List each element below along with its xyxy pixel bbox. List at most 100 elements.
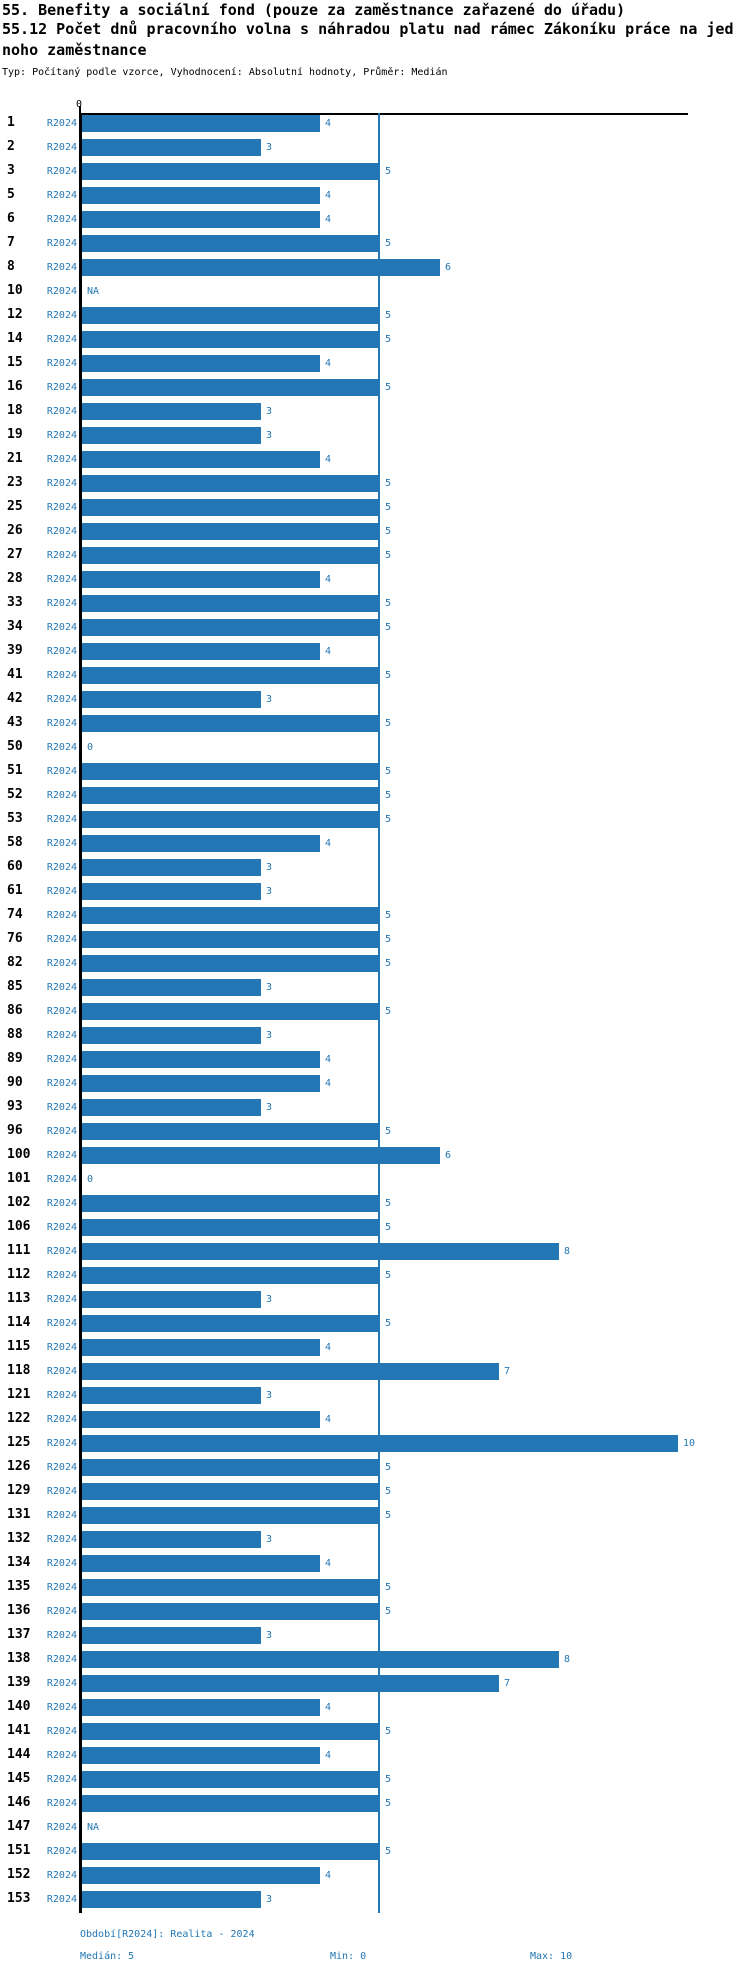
bar: [82, 666, 380, 684]
row-period-label: R2024: [46, 286, 77, 297]
bar: [82, 1626, 261, 1644]
bar: [82, 1506, 380, 1524]
bar-value-label: 7: [504, 1678, 511, 1689]
page-title-line2: 55.12 Počet dnů pracovního volna s náhra…: [2, 20, 734, 38]
row-period-label: R2024: [46, 358, 77, 369]
chart-row: 90 R2024 4: [0, 1071, 750, 1095]
row-period-label: R2024: [46, 262, 77, 273]
row-id-label: 28: [7, 571, 23, 586]
row-period-label: R2024: [46, 1630, 77, 1641]
bar-value-label: 4: [325, 1054, 332, 1065]
row-id-label: 129: [7, 1483, 31, 1498]
bar: [82, 138, 261, 156]
bar: [82, 1578, 380, 1596]
chart-row: 2 R2024 3: [0, 135, 750, 159]
bar: [82, 594, 380, 612]
row-id-label: 10: [7, 283, 23, 298]
bar: [82, 1410, 320, 1428]
row-period-label: R2024: [46, 478, 77, 489]
row-id-label: 3: [7, 163, 15, 178]
bar: [82, 570, 320, 588]
row-id-label: 15: [7, 355, 23, 370]
bar: [82, 1098, 261, 1116]
chart-row: 25 R2024 5: [0, 495, 750, 519]
bar: [82, 906, 380, 924]
bar: [82, 714, 380, 732]
bar-value-label: 5: [385, 1462, 392, 1473]
row-id-label: 85: [7, 979, 23, 994]
bar: [82, 1770, 380, 1788]
chart-row: 53 R2024 5: [0, 807, 750, 831]
bar: [82, 330, 380, 348]
bar-value-label: 4: [325, 838, 332, 849]
row-id-label: 112: [7, 1267, 31, 1282]
row-id-label: 115: [7, 1339, 31, 1354]
chart-row: 33 R2024 5: [0, 591, 750, 615]
bar: [82, 1002, 380, 1020]
chart-row: 74 R2024 5: [0, 903, 750, 927]
chart-row: 5 R2024 4: [0, 183, 750, 207]
chart-row: 132 R2024 3: [0, 1527, 750, 1551]
chart-row: 151 R2024 5: [0, 1839, 750, 1863]
bar-value-label: 6: [445, 1150, 452, 1161]
row-id-label: 74: [7, 907, 23, 922]
row-id-label: 25: [7, 499, 23, 514]
bar-value-label: 7: [504, 1366, 511, 1377]
bar: [82, 402, 261, 420]
x-axis-zero-tick-label: 0: [76, 99, 83, 110]
bar-value-label: 5: [385, 1270, 392, 1281]
bar: [82, 426, 261, 444]
bar: [82, 1314, 380, 1332]
bar: [82, 978, 261, 996]
chart-row: 145 R2024 5: [0, 1767, 750, 1791]
bar: [82, 810, 380, 828]
chart-row: 60 R2024 3: [0, 855, 750, 879]
row-period-label: R2024: [46, 622, 77, 633]
row-period-label: R2024: [46, 1846, 77, 1857]
row-period-label: R2024: [46, 1438, 77, 1449]
row-period-label: R2024: [46, 1558, 77, 1569]
bar: [82, 546, 380, 564]
row-id-label: 137: [7, 1627, 31, 1642]
row-period-label: R2024: [46, 598, 77, 609]
row-period-label: R2024: [46, 142, 77, 153]
row-id-label: 134: [7, 1555, 31, 1570]
chart-row: 61 R2024 3: [0, 879, 750, 903]
bar: [82, 1146, 440, 1164]
row-period-label: R2024: [46, 1510, 77, 1521]
bar-value-label: 5: [385, 238, 392, 249]
chart-row: 147 R2024 NA: [0, 1815, 750, 1839]
bar-value-label: 5: [385, 166, 392, 177]
bar-value-label: 3: [266, 862, 273, 873]
bar: [82, 1482, 380, 1500]
row-period-label: R2024: [46, 1102, 77, 1113]
bar-value-label: 5: [385, 550, 392, 561]
bar-value-label: 5: [385, 310, 392, 321]
chart-row: 125 R2024 10: [0, 1431, 750, 1455]
bar-value-label: 4: [325, 1750, 332, 1761]
bar: [82, 762, 380, 780]
row-period-label: R2024: [46, 214, 77, 225]
row-id-label: 141: [7, 1723, 31, 1738]
chart-row: 1 R2024 4: [0, 111, 750, 135]
row-id-label: 33: [7, 595, 23, 610]
row-id-label: 118: [7, 1363, 31, 1378]
bar-value-label: 4: [325, 1078, 332, 1089]
row-id-label: 126: [7, 1459, 31, 1474]
row-id-label: 6: [7, 211, 15, 226]
chart-row: 12 R2024 5: [0, 303, 750, 327]
row-id-label: 76: [7, 931, 23, 946]
bar-value-label: 4: [325, 214, 332, 225]
row-period-label: R2024: [46, 430, 77, 441]
row-id-label: 132: [7, 1531, 31, 1546]
chart-row: 100 R2024 6: [0, 1143, 750, 1167]
bar: [82, 522, 380, 540]
y-axis-line: [79, 113, 82, 1913]
row-period-label: R2024: [46, 1774, 77, 1785]
bar-value-label: 5: [385, 1006, 392, 1017]
row-id-label: 14: [7, 331, 23, 346]
chart-row: 115 R2024 4: [0, 1335, 750, 1359]
bar-value-label: 5: [385, 910, 392, 921]
row-period-label: R2024: [46, 334, 77, 345]
chart-row: 43 R2024 5: [0, 711, 750, 735]
